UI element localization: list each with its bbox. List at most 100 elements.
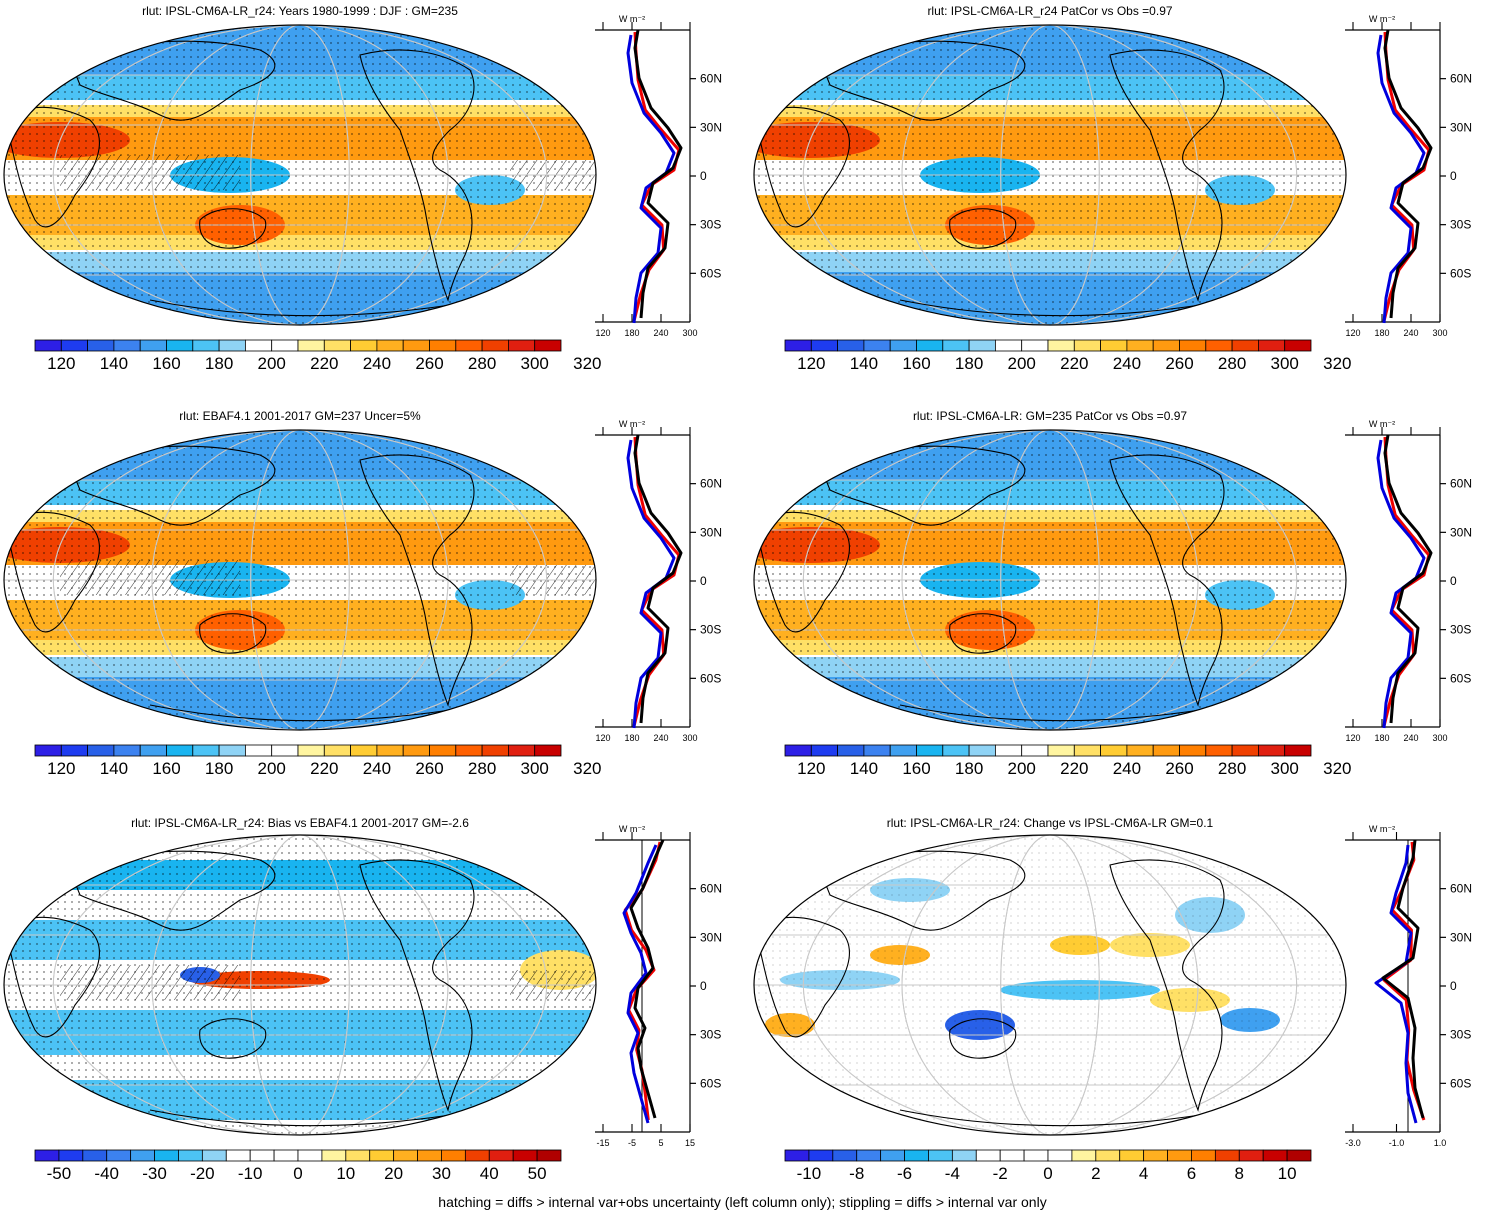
longitude-gridline [1000, 25, 1100, 325]
zonal-axes [1345, 435, 1440, 727]
zonal-units-label: W m⁻² [1369, 824, 1395, 834]
colorbar-tick-label: 140 [849, 354, 879, 373]
colorbar-swatch [1023, 1149, 1049, 1162]
colorbar-swatch [1100, 744, 1128, 757]
map-ebaf-obs [3, 429, 597, 731]
colorbar [34, 744, 562, 757]
colorbar-swatch [192, 744, 220, 757]
colorbar-swatch [481, 339, 509, 352]
colorbar-swatch [1231, 744, 1259, 757]
longitude-gridline [52, 25, 548, 325]
zonal-x-label: 180 [1374, 733, 1389, 743]
zonal-x-label: 180 [624, 328, 639, 338]
colorbar-tick-label: 30 [431, 1164, 451, 1183]
colorbar-swatch [507, 339, 536, 352]
colorbar-swatch [139, 744, 167, 757]
colorbar-labels: 120 140 160 180 200 220 240 260 280 300 320 [33, 354, 601, 376]
colorbar-swatch [1167, 1149, 1192, 1162]
colorbar-tick-label: 260 [415, 759, 444, 778]
panel-title: rlut: IPSL-CM6A-LR: GM=235 PatCor vs Obs… [912, 409, 1188, 423]
hatching-overlay [60, 560, 240, 595]
colorbar-tick-label: 120 [797, 354, 826, 373]
colorbar-swatch [1152, 744, 1180, 757]
colorbar-swatch [942, 744, 970, 757]
zonal-x-label: 300 [682, 328, 697, 338]
colorbar-swatch [999, 1149, 1025, 1162]
coastline [1109, 49, 1225, 302]
zonal-mean-curve [629, 839, 665, 1119]
colorbar-swatch [942, 339, 970, 352]
coastline [149, 299, 451, 317]
colorbar-swatch [1179, 339, 1207, 352]
colorbar-swatch [34, 1149, 60, 1162]
zonal-lat-label: 60S [700, 1076, 721, 1090]
zonal-x-label: 300 [1432, 328, 1447, 338]
colorbar-swatch [1119, 1149, 1145, 1162]
coastline [759, 916, 850, 1038]
colorbar-tick-label: 10 [1277, 1164, 1297, 1183]
colorbar-swatch [455, 339, 483, 352]
longitude-gridline [250, 430, 350, 730]
longitude-gridline [802, 25, 1298, 325]
zonal-lat-label: 30S [700, 623, 721, 637]
zonal-x-label: 240 [1403, 733, 1418, 743]
coastline [899, 1109, 1201, 1127]
zonal-lat-label: 60S [1450, 1076, 1471, 1090]
colorbar-tick-label: 160 [152, 759, 181, 778]
zonal-x-label: 240 [1403, 328, 1418, 338]
zonal-lat-label: 60N [700, 72, 722, 86]
colorbar-swatch [837, 744, 865, 757]
colorbar-tick-label: 220 [1060, 759, 1089, 778]
longitude-gridline [52, 430, 548, 730]
colorbar-swatch [273, 1149, 299, 1162]
zonal-x-label: 5 [658, 1138, 663, 1148]
colorbar-tick-label: 300 [1270, 354, 1299, 373]
colorbar-swatch [376, 744, 404, 757]
colorbar-tick-label: 260 [1165, 759, 1194, 778]
zonal-lat-label: 60S [700, 671, 721, 685]
coastline [819, 40, 1026, 121]
colorbar-swatch [350, 744, 378, 757]
longitude-gridline [250, 835, 350, 1135]
colorbar-swatch [201, 1149, 227, 1162]
colorbar-tick-label: 8 [1234, 1164, 1244, 1183]
colorbar-tick-label: 180 [204, 354, 234, 373]
colorbar-swatch [417, 1149, 442, 1162]
zonal-mean-curve [1383, 29, 1433, 319]
colorbar-tick-label: 140 [849, 759, 879, 778]
colorbar-swatch [429, 744, 457, 757]
zonal-lat-label: 60S [1450, 671, 1471, 685]
panel-title: rlut: IPSL-CM6A-LR_r24: Bias vs EBAF4.1 … [131, 816, 469, 830]
zonal-lat-label: 30S [700, 218, 721, 232]
colorbar-swatch [1071, 1149, 1097, 1162]
colorbar-swatch [1095, 1149, 1121, 1162]
coastline [359, 859, 475, 1112]
colorbar-tick-label: 180 [204, 759, 234, 778]
colorbar-swatch [321, 1149, 347, 1162]
zonal-x-label: -5 [628, 1138, 636, 1148]
colorbar-tick-label: 300 [1270, 759, 1299, 778]
hatching-overlay [60, 155, 240, 190]
colorbar-tick-label: 220 [1060, 354, 1089, 373]
colorbar [784, 1149, 1312, 1162]
colorbar-swatch [350, 339, 378, 352]
colorbar-swatch [994, 744, 1023, 757]
colorbar-swatch [1214, 1149, 1240, 1162]
zonal-lat-label: 30S [1450, 218, 1471, 232]
colorbar-swatch [832, 1149, 858, 1162]
colorbar-tick-label: 240 [1112, 354, 1142, 373]
colorbar-swatch [464, 1149, 490, 1162]
colorbar-swatch [512, 1149, 538, 1162]
zonal-mean-plot: W m⁻² 60N 30N 0 30S 60S 120 180 240 300 [595, 419, 722, 743]
zonal-x-label: -15 [596, 1138, 609, 1148]
colorbar-swatch [271, 744, 299, 757]
colorbar-tick-label: 160 [902, 759, 931, 778]
zonal-lat-label: 0 [700, 979, 707, 993]
zonal-x-label: 300 [682, 733, 697, 743]
colorbar-swatch [244, 744, 273, 757]
colorbar-swatch [1021, 339, 1049, 352]
zonal-x-label: 120 [595, 328, 610, 338]
colorbar-tick-label: 260 [1165, 354, 1194, 373]
colorbar-swatch [87, 744, 115, 757]
zonal-mean-plot: W m⁻² 60N 30N 0 30S 60S 120 180 240 300 [1345, 419, 1472, 743]
